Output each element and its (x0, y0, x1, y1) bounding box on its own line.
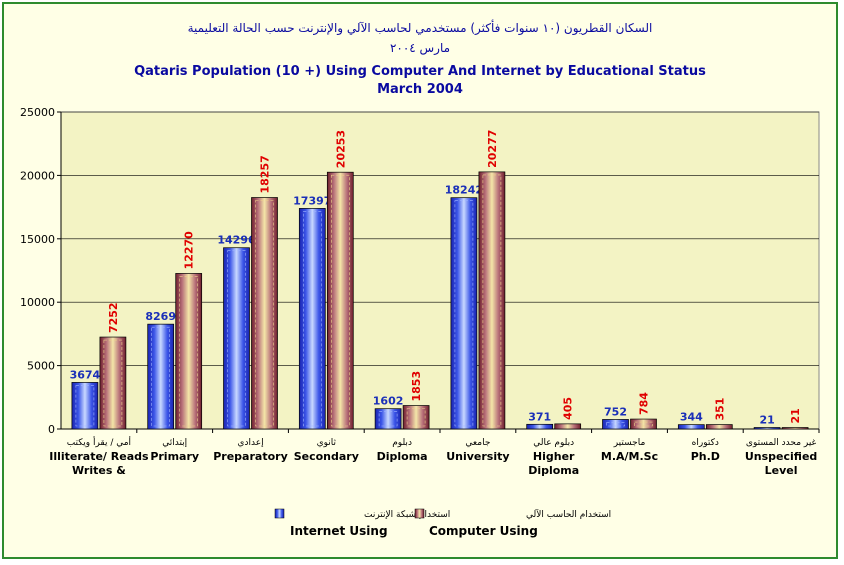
data-label-internet: 14296 (217, 234, 256, 247)
data-label-computer: 7252 (107, 302, 120, 333)
chart-title-arabic-2: مارس ٢٠٠٤ (390, 41, 450, 56)
y-tick-label: 15000 (20, 233, 55, 246)
data-label-internet: 21 (759, 414, 774, 427)
bar-inner-pattern (378, 411, 398, 427)
chart-frame: السكان القطريون (١٠ سنوات فأكثر) مستخدمي… (2, 2, 838, 559)
data-label-computer: 18257 (259, 155, 272, 193)
bar-computer (781, 427, 809, 430)
data-label-internet: 18242 (445, 184, 483, 197)
bar-internet (526, 423, 554, 430)
bar-internet (450, 197, 478, 430)
bar-internet (298, 208, 326, 430)
chart-title-english-1: Qataris Population (10 +) Using Computer… (134, 64, 706, 79)
legend-internet-english: Internet Using (290, 524, 388, 538)
data-label-computer: 1853 (410, 371, 423, 402)
x-category-label-english: Level (765, 464, 798, 477)
bar-inner-pattern (151, 326, 170, 427)
x-category-label-arabic: ثانوي (317, 438, 337, 448)
bar-internet (223, 247, 250, 430)
bar-computer (705, 424, 733, 430)
data-label-computer: 20277 (486, 130, 499, 168)
data-label-internet: 371 (528, 410, 551, 423)
bar-internet (753, 427, 781, 430)
bar-inner-pattern (75, 385, 95, 427)
bar-inner-pattern (255, 200, 274, 427)
x-category-label-english: Diploma (528, 464, 579, 477)
bar-inner-pattern (179, 276, 198, 427)
x-category-label-arabic: دبلوم عالي (533, 438, 574, 448)
x-category-label-english: University (446, 450, 509, 463)
data-label-computer: 351 (713, 398, 726, 421)
data-label-computer: 20253 (334, 130, 347, 168)
data-label-internet: 8269 (145, 310, 176, 323)
x-category-label-english: Writes & (72, 464, 126, 477)
bar-computer (478, 171, 506, 430)
bar-inner-pattern (406, 408, 426, 427)
x-category-label-english: Illiterate/ Reads (49, 450, 149, 463)
bar-inner-pattern (103, 339, 123, 427)
bar-inner-pattern (482, 174, 502, 427)
bar-internet (677, 424, 705, 430)
x-category-label-arabic: دبلوم (392, 438, 412, 448)
legend-computer-arabic: استخدام الحاسب الآلي (526, 508, 611, 520)
chart-title-arabic-1: السكان القطريون (١٠ سنوات فأكثر) مستخدمي… (188, 19, 653, 36)
bar-inner-pattern (454, 200, 474, 427)
x-category-label-arabic: إعدادي (237, 438, 263, 448)
x-category-label-arabic: ماجستير (613, 438, 646, 448)
y-tick-label: 0 (48, 423, 55, 436)
bar-computer (326, 171, 354, 430)
bar-inner-pattern (302, 211, 322, 427)
x-category-label-arabic: غير محدد المستوى (746, 438, 817, 448)
data-label-computer: 12270 (183, 231, 196, 270)
plot-area: 0 5000 10000 15000 20000 25000 3674 7252 أمي / ي… (20, 106, 820, 477)
bar-computer (402, 405, 430, 430)
x-category-label-english: Preparatory (213, 450, 288, 463)
bar-internet (147, 323, 175, 430)
data-label-internet: 344 (680, 411, 703, 424)
y-tick-label: 20000 (20, 169, 55, 182)
bar-computer (251, 197, 278, 430)
x-category-label-english: M.A/M.Sc (601, 450, 658, 463)
bar-internet (374, 408, 402, 430)
x-category-label-english: Ph.D (691, 450, 720, 463)
x-category-label-arabic: إبتدائي (162, 438, 187, 448)
data-label-internet: 752 (604, 405, 627, 418)
bar-inner-pattern (634, 421, 653, 427)
x-category-label-english: Primary (150, 450, 199, 463)
data-label-internet: 17397 (293, 194, 331, 207)
bar-computer (99, 336, 127, 430)
data-label-computer: 784 (638, 392, 651, 415)
data-label-internet: 3674 (70, 368, 101, 381)
plot-background (60, 111, 820, 430)
legend-internet-swatch (274, 508, 285, 519)
x-category-label-arabic: جامعي (465, 438, 490, 448)
chart-title-english-2: March 2004 (377, 82, 463, 97)
bar-inner-pattern (330, 174, 350, 427)
bar-computer (175, 273, 203, 430)
bar-computer (630, 418, 657, 430)
legend: استخدام شبكة الإنترنت Internet Using است… (274, 508, 611, 538)
x-category-label-english: Diploma (377, 450, 428, 463)
legend-computer-english: Computer Using (429, 524, 538, 538)
x-category-label-arabic: أمي / يقرأ ويكتب (67, 436, 131, 448)
bar-internet (602, 419, 629, 430)
bar-inner-pattern (227, 250, 246, 427)
data-label-computer: 405 (562, 397, 575, 420)
bar-inner-pattern (606, 422, 625, 427)
bar-computer (554, 423, 582, 430)
data-label-internet: 1602 (373, 395, 404, 408)
y-tick-label: 5000 (27, 360, 55, 373)
y-tick-label: 25000 (20, 106, 55, 119)
x-category-label-arabic: دكتوراه (692, 438, 719, 448)
legend-internet-arabic: استخدام شبكة الإنترنت (364, 510, 450, 520)
x-category-label-english: Secondary (294, 450, 359, 463)
y-tick-label: 10000 (20, 296, 55, 309)
chart-svg: السكان القطريون (١٠ سنوات فأكثر) مستخدمي… (20, 19, 820, 538)
legend-computer-swatch (414, 508, 425, 519)
bar-internet (71, 382, 99, 430)
x-category-label-english: Unspecified (745, 450, 817, 463)
data-label-computer: 21 (789, 408, 802, 423)
x-category-label-english: Higher (533, 450, 575, 463)
